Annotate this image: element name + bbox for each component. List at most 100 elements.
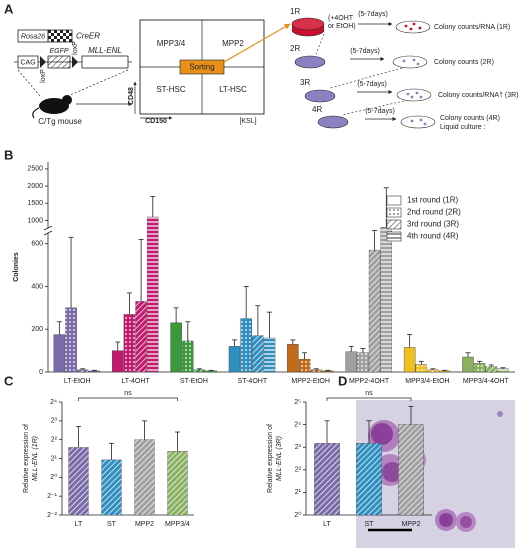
round-result: Colony counts/RNA† (3R): [438, 92, 519, 99]
y-axis-label: MLL-ENL (1R): [32, 436, 39, 481]
y-tick-label: 2⁰: [50, 473, 57, 481]
x-tick-label: LT: [75, 521, 83, 528]
label: loxP: [72, 41, 79, 55]
days: (5-7days): [357, 81, 387, 88]
culture-rounds: 1R (+4OHT or EtOH) (5-7days) Colony coun…: [290, 7, 519, 131]
bar-pattern: [356, 443, 382, 515]
y-tick-label: 2500: [27, 166, 43, 173]
x-tick-label: MPP3/4-4OHT: [463, 378, 510, 385]
y-tick-label: 1000: [27, 217, 43, 224]
gate-note: [KSL]: [239, 118, 256, 125]
x-tick-label: ST-EtOH: [180, 378, 208, 385]
x-tick-label: MPP2-EtOH: [291, 378, 330, 385]
axis-break: [43, 230, 53, 236]
significance-bracket: [326, 397, 412, 401]
round-label: 4R: [312, 105, 322, 114]
y-tick-label: 2⁰: [294, 511, 301, 519]
treatment: (+4OHT: [328, 15, 354, 22]
x-tick-label: MPP2-4OHT: [349, 378, 390, 385]
gate-label: MPP2: [222, 39, 244, 48]
x-tick-label: MPP2: [135, 521, 154, 528]
bar-pattern: [357, 352, 369, 372]
label: CAG: [20, 59, 35, 66]
y-tick-label: 200: [31, 326, 43, 333]
panel-label: C: [4, 373, 14, 388]
x-tick-label: ST: [365, 521, 375, 528]
legend-pattern: [387, 208, 401, 217]
y-tick-label: 2²: [295, 467, 302, 474]
bar-pattern: [427, 369, 439, 372]
legend-swatch: [386, 195, 402, 206]
round-label: 2R: [290, 44, 300, 53]
round-result: Colony counts/RNA (1R): [434, 24, 510, 31]
bar-pattern: [134, 439, 155, 515]
legend-label: 1st round (1R): [407, 196, 458, 205]
bar: [228, 346, 241, 373]
facs-plot: MPP3/4 MPP2 ST-HSC LT-HSC Sorting CD48 C…: [128, 19, 291, 125]
bar-pattern: [147, 217, 159, 372]
gate-center: Sorting: [189, 63, 214, 72]
bar-pattern: [263, 337, 276, 372]
x-tick-label: LT-EtOH: [64, 378, 91, 385]
extra-note: Liquid culture :: [440, 124, 486, 131]
days: (5-7days): [358, 11, 388, 18]
days: (5-7days): [365, 108, 395, 115]
bar-pattern: [314, 443, 340, 515]
x-tick-label: ST-4OHT: [238, 378, 268, 385]
label: CreER: [76, 32, 100, 41]
construct: Rosa26 CreER CAG loxP EGFP loxP MLL-ENL …: [14, 29, 133, 126]
bar-pattern: [415, 364, 427, 372]
legend-pattern: [387, 232, 401, 241]
y-tick-label: 2¹: [295, 489, 302, 496]
bar-pattern: [77, 369, 89, 372]
bar-pattern: [322, 370, 334, 372]
micrograph: [356, 400, 515, 548]
significance-label: ns: [365, 390, 373, 397]
round-label: 1R: [290, 7, 300, 16]
y-tick-label: 600: [31, 241, 43, 248]
x-tick-label: MPP2: [401, 521, 420, 528]
y-tick-label: 2⁴: [294, 421, 301, 428]
legend-label: 4th round (4R): [407, 232, 459, 241]
y-tick-label: 400: [31, 283, 43, 290]
bar-pattern: [65, 307, 77, 372]
x-tick-label: MPP3/4-EtOH: [405, 378, 449, 385]
label: MLL-ENL: [88, 46, 122, 55]
y-tick-label: 2⁻²: [47, 512, 58, 519]
gate-label: ST-HSC: [156, 85, 186, 94]
gate-label: MPP3/4: [157, 39, 186, 48]
bar-pattern: [123, 314, 135, 372]
days: (5-7days): [350, 48, 380, 55]
y-tick-label: 2⁻¹: [47, 493, 58, 500]
bar: [170, 322, 182, 373]
y-tick-label: 2000: [27, 183, 43, 190]
bar-pattern: [369, 250, 381, 372]
x-tick-label: LT: [323, 521, 331, 528]
y-tick-label: 2³: [295, 444, 302, 451]
y-tick-label: 2⁴: [50, 399, 57, 406]
y-axis-label: Relative expression of: [23, 424, 30, 493]
round-result: Colony counts (4R): [440, 115, 500, 122]
bar-pattern: [252, 335, 264, 372]
significance-bracket: [78, 397, 178, 401]
label: EGFP: [49, 48, 68, 55]
y-tick-label: 1500: [27, 200, 43, 207]
bar-pattern: [497, 368, 509, 372]
bar-pattern: [135, 301, 147, 372]
gate-label: LT-HSC: [219, 85, 247, 94]
bar-pattern: [205, 370, 217, 372]
bar-pattern: [299, 359, 311, 372]
bar-pattern: [182, 340, 194, 372]
bar-pattern: [193, 369, 206, 372]
panel-label: D: [338, 373, 347, 388]
y-axis-label: MLL-ENL (3R): [276, 436, 283, 481]
y-axis-label: Colonies: [13, 252, 20, 282]
y-tick-label: 2²: [51, 437, 58, 444]
panel-label: A: [4, 1, 14, 16]
significance-label: ns: [124, 390, 132, 397]
bar-pattern: [439, 370, 451, 372]
panel-label: B: [4, 147, 13, 162]
axis-label: CD150: [145, 118, 167, 125]
treatment: or EtOH): [328, 23, 356, 30]
